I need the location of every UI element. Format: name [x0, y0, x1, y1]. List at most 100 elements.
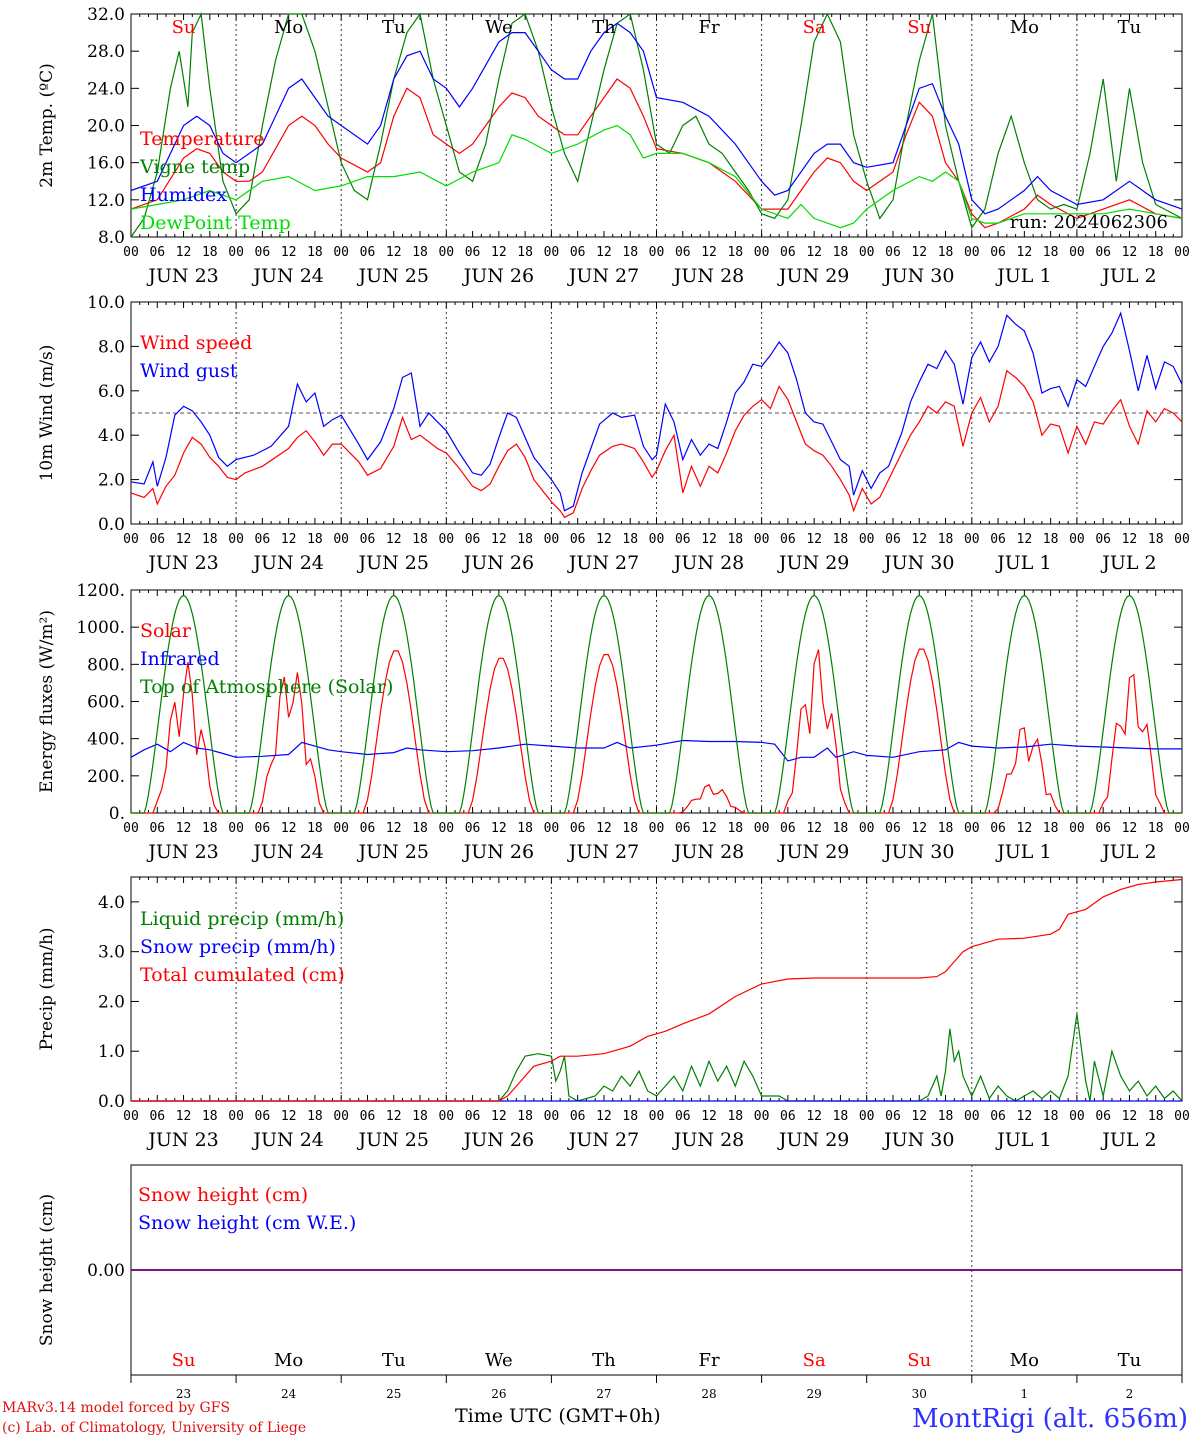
hour-label: 06 — [885, 245, 901, 260]
hour-label: 12 — [386, 821, 402, 836]
y-axis-label: Energy fluxes (W/m²) — [37, 610, 57, 793]
day-label-bottom: Tu — [1118, 1350, 1142, 1371]
hour-label: 00 — [544, 821, 560, 836]
date-label: JUN 26 — [462, 841, 534, 863]
hour-label: 00 — [649, 532, 665, 547]
date-label: JUL 2 — [1100, 265, 1156, 287]
y-tick-label: 1000. — [76, 618, 125, 638]
day-label-top: Sa — [803, 17, 826, 38]
hour-label: 00 — [649, 245, 665, 260]
hour-label: 00 — [1069, 245, 1085, 260]
hour-label: 06 — [885, 821, 901, 836]
hour-label: 12 — [491, 821, 507, 836]
hour-label: 12 — [911, 1109, 927, 1124]
legend-entry: Infrared — [140, 648, 220, 670]
hour-label: 06 — [990, 821, 1006, 836]
hour-label: 12 — [176, 1109, 192, 1124]
day-label-top: Su — [907, 17, 931, 38]
date-label: JUN 23 — [146, 265, 218, 287]
hour-label: 18 — [412, 1109, 428, 1124]
date-label: JUN 26 — [462, 265, 534, 287]
hour-label: 06 — [465, 245, 481, 260]
series-line — [130, 124, 1183, 229]
day-number: 25 — [386, 1387, 401, 1401]
station-name: MontRigi (alt. 656m) — [912, 1404, 1188, 1434]
date-label: JUN 26 — [462, 1129, 534, 1151]
date-label: JUN 24 — [251, 841, 323, 863]
hour-label: 12 — [1017, 532, 1033, 547]
date-label: JUL 2 — [1100, 841, 1156, 863]
hour-label: 12 — [176, 821, 192, 836]
hour-label: 00 — [964, 245, 980, 260]
date-label: JUN 28 — [672, 1129, 744, 1151]
day-label-bottom: Su — [907, 1350, 931, 1371]
hour-label: 06 — [465, 821, 481, 836]
hour-label: 00 — [754, 532, 770, 547]
hour-label: 12 — [176, 245, 192, 260]
y-tick-label: 4.0 — [98, 893, 125, 913]
hour-label: 18 — [307, 532, 323, 547]
hour-label: 00 — [1174, 821, 1190, 836]
hour-label: 00 — [123, 1109, 139, 1124]
hour-label: 06 — [780, 821, 796, 836]
hour-label: 18 — [833, 821, 849, 836]
hour-label: 00 — [649, 821, 665, 836]
y-tick-label: 20.0 — [87, 117, 125, 137]
hour-label: 18 — [307, 245, 323, 260]
date-label: JUN 29 — [777, 552, 849, 574]
date-label: JUL 1 — [995, 1129, 1051, 1151]
day-label-bottom: Mo — [1010, 1350, 1039, 1371]
y-tick-label: 6.0 — [98, 382, 125, 402]
day-label-bottom: Fr — [699, 1350, 720, 1371]
hour-label: 12 — [911, 532, 927, 547]
hour-label: 06 — [570, 821, 586, 836]
hour-label: 00 — [333, 1109, 349, 1124]
hour-label: 12 — [1122, 532, 1138, 547]
y-tick-label: 400. — [87, 730, 125, 750]
y-tick-label: 200. — [87, 767, 125, 787]
hour-label: 06 — [990, 1109, 1006, 1124]
hour-label: 06 — [465, 532, 481, 547]
day-label-bottom: Su — [172, 1350, 196, 1371]
hour-label: 00 — [544, 1109, 560, 1124]
hour-label: 00 — [964, 1109, 980, 1124]
hour-label: 06 — [990, 532, 1006, 547]
date-label: JUN 24 — [251, 1129, 323, 1151]
hour-label: 18 — [1043, 821, 1059, 836]
hour-label: 00 — [123, 245, 139, 260]
hour-label: 00 — [1174, 1109, 1190, 1124]
day-label-bottom: We — [485, 1350, 513, 1371]
model-credit: MARv3.14 model forced by GFS — [2, 1400, 231, 1416]
hour-label: 12 — [701, 532, 717, 547]
hour-label: 18 — [833, 532, 849, 547]
hour-label: 12 — [1017, 245, 1033, 260]
series-line — [130, 739, 1182, 762]
hour-label: 18 — [412, 532, 428, 547]
legend-entry: Snow height (cm) — [138, 1184, 308, 1206]
day-number: 30 — [912, 1387, 927, 1401]
date-label: JUN 27 — [567, 552, 639, 574]
hour-label: 06 — [1095, 245, 1111, 260]
hour-label: 12 — [1122, 1109, 1138, 1124]
hour-label: 06 — [885, 1109, 901, 1124]
hour-label: 06 — [149, 245, 165, 260]
date-label: JUN 29 — [777, 841, 849, 863]
hour-label: 18 — [938, 821, 954, 836]
y-axis-label: Precip (mm/h) — [37, 927, 57, 1050]
hour-label: 18 — [622, 821, 638, 836]
y-tick-label: 12.0 — [87, 191, 125, 211]
date-label: JUN 28 — [672, 552, 744, 574]
hour-label: 12 — [596, 245, 612, 260]
hour-label: 12 — [281, 532, 297, 547]
date-label: JUN 27 — [567, 841, 639, 863]
hour-label: 00 — [859, 821, 875, 836]
hour-label: 12 — [701, 1109, 717, 1124]
hour-label: 06 — [570, 1109, 586, 1124]
hour-label: 18 — [517, 532, 533, 547]
y-tick-label: 800. — [87, 655, 125, 675]
date-label: JUN 30 — [882, 552, 954, 574]
hour-label: 00 — [228, 1109, 244, 1124]
y-tick-label: 10.0 — [87, 293, 125, 313]
hour-label: 06 — [675, 821, 691, 836]
hour-label: 12 — [1017, 821, 1033, 836]
